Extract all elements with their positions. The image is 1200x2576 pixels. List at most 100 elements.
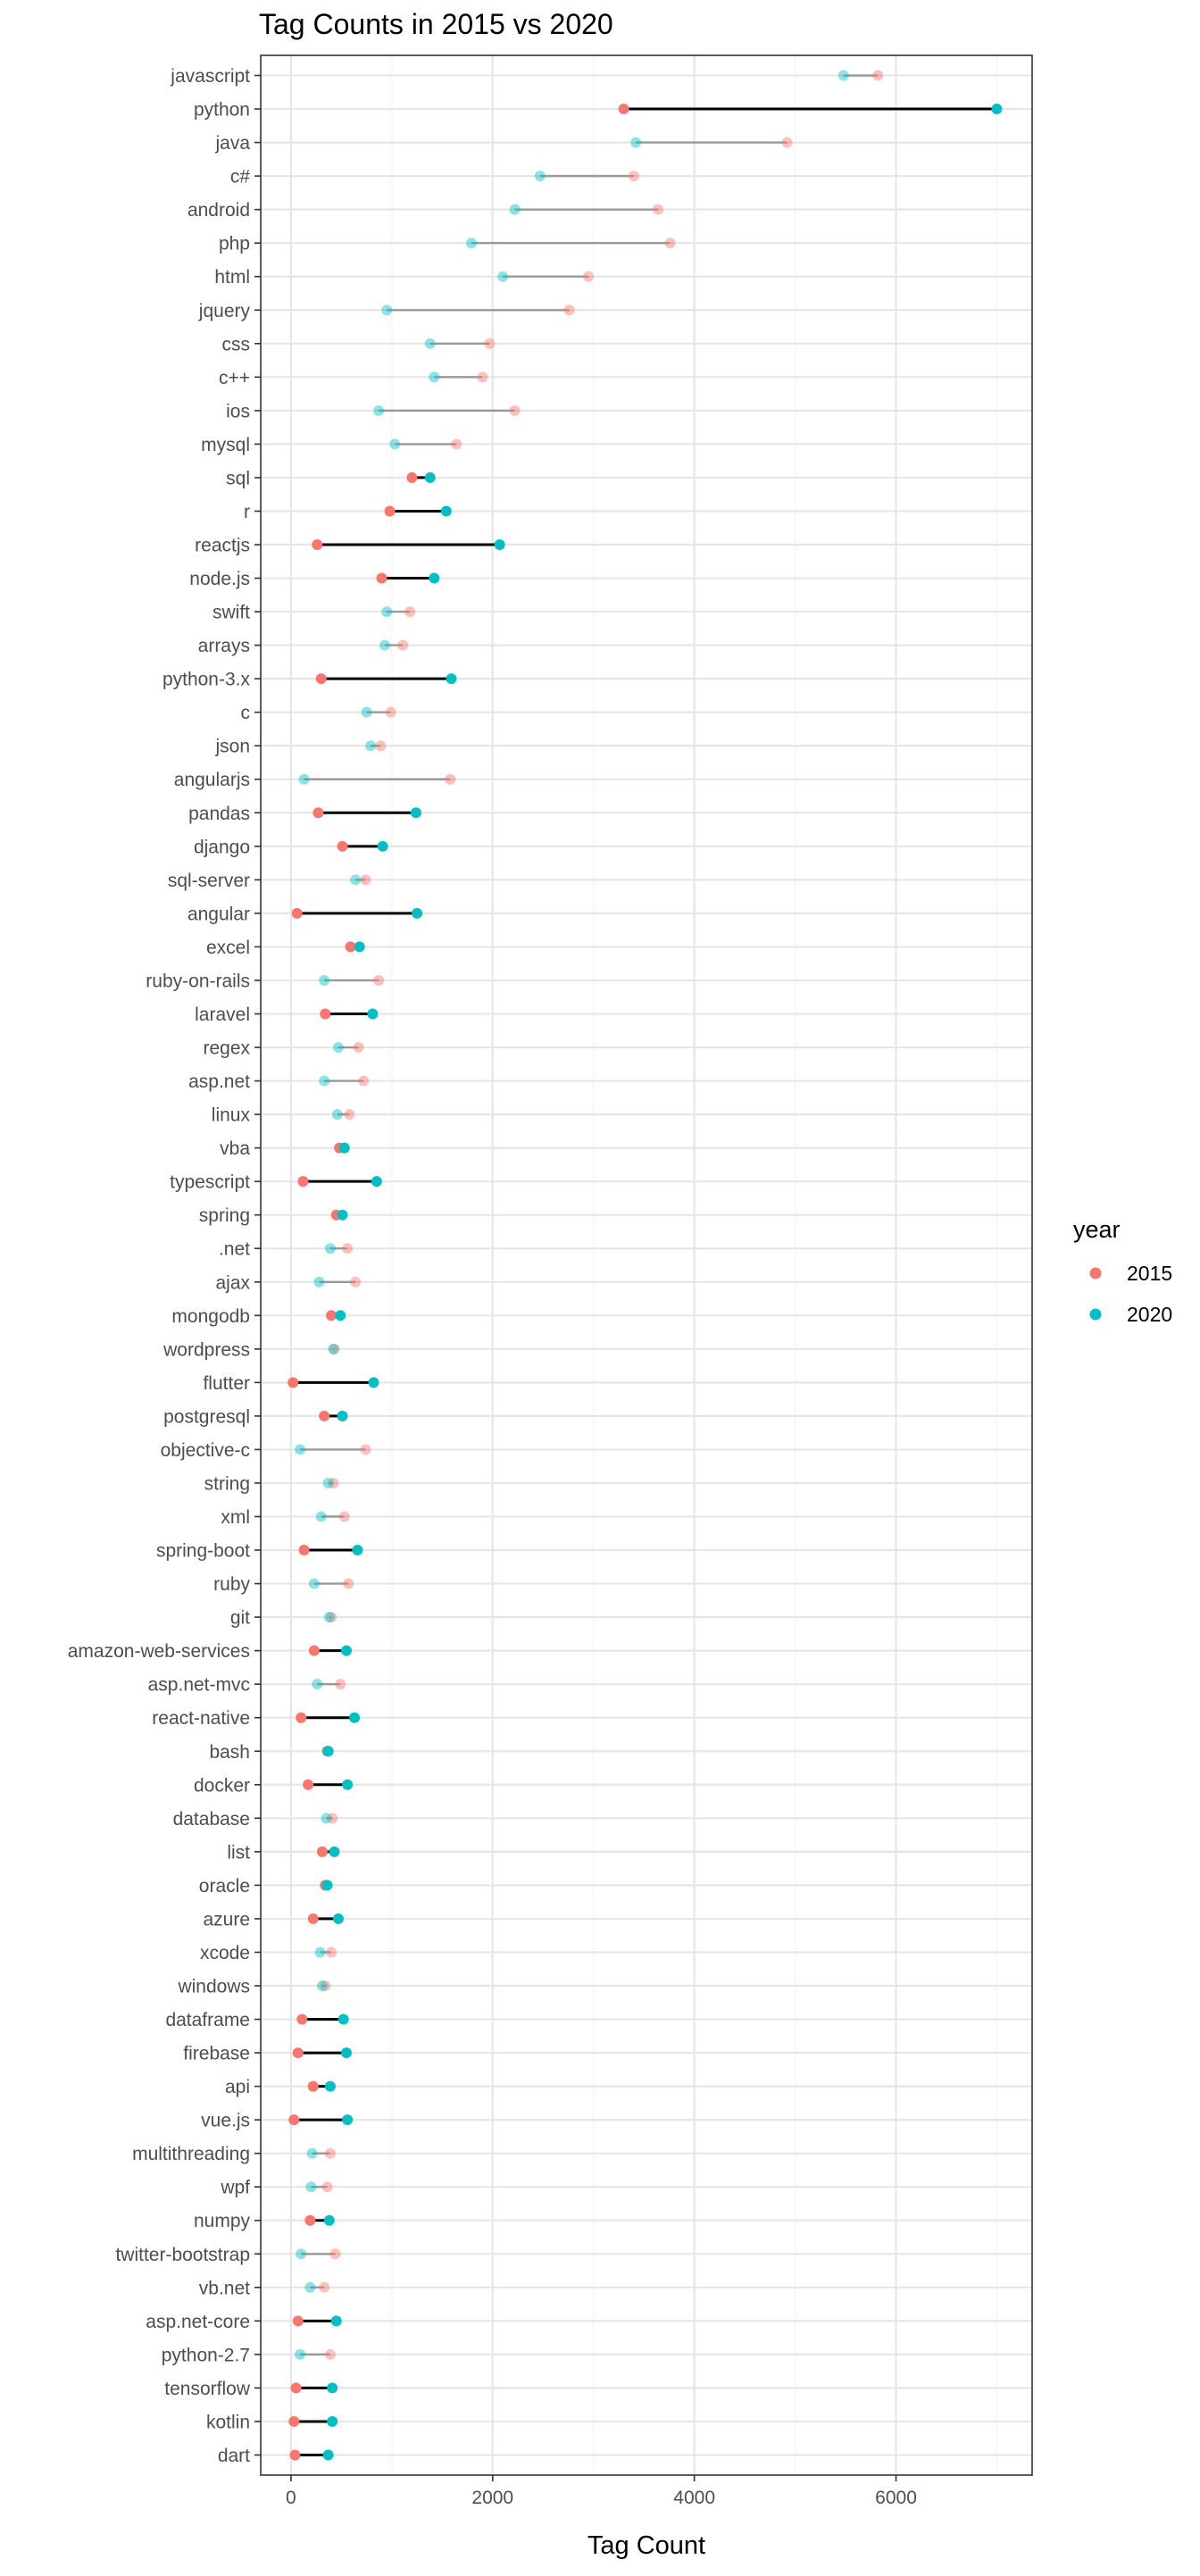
x-axis-title: Tag Count xyxy=(588,2531,705,2560)
y-tick-label-sql-server: sql-server xyxy=(168,871,250,891)
point-2015-json xyxy=(375,740,387,752)
point-2020-reactjs xyxy=(494,539,505,551)
point-2020-sql-server xyxy=(350,874,362,886)
point-2015-angular xyxy=(291,907,303,919)
point-2020-ajax xyxy=(313,1276,325,1288)
y-tick-label-php: php xyxy=(219,234,250,254)
y-tick-label-ruby-on-rails: ruby-on-rails xyxy=(146,971,250,991)
y-tick-label-ios: ios xyxy=(226,401,250,421)
legend-key-2015 xyxy=(1089,1267,1102,1280)
y-tick-label-sql: sql xyxy=(226,468,250,488)
y-tick-label-firebase: firebase xyxy=(183,2044,250,2064)
point-2020-asp-net-core xyxy=(330,2315,342,2327)
grid-layer xyxy=(261,55,1032,2475)
point-2020-ruby-on-rails xyxy=(319,974,330,986)
y-tick-label-angular: angular xyxy=(188,904,250,924)
y-tick-label-vb-net: vb.net xyxy=(199,2278,250,2298)
point-2015-ajax xyxy=(350,1276,362,1288)
point-2015-ruby-on-rails xyxy=(373,974,385,986)
point-2015-api xyxy=(307,2080,319,2092)
point-2020-git xyxy=(323,1612,335,1623)
point-2015-net xyxy=(342,1243,354,1255)
point-2020-node-js xyxy=(429,572,440,584)
point-2015-jquery xyxy=(563,304,575,316)
legend-label-2020: 2020 xyxy=(1127,1303,1172,1326)
y-tick-label-c: c xyxy=(241,703,251,723)
point-2015-sql-server xyxy=(360,874,371,886)
point-2015-azure xyxy=(307,1913,319,1924)
y-tick-label-bash: bash xyxy=(209,1742,250,1763)
point-2020-vba xyxy=(338,1142,350,1154)
y-tick-label-typescript: typescript xyxy=(170,1172,250,1193)
point-2020-database xyxy=(321,1813,332,1824)
point-2015-firebase xyxy=(292,2047,304,2059)
point-2015-reactjs xyxy=(312,539,323,551)
point-2020-net xyxy=(324,1243,336,1255)
x-tick-label-4000: 4000 xyxy=(673,2488,715,2508)
point-2020-angularjs xyxy=(298,773,310,785)
y-tick-label-css: css xyxy=(222,334,251,354)
point-2015-regex xyxy=(353,1042,364,1054)
point-2020-dataframe xyxy=(338,2013,349,2025)
point-2020-dart xyxy=(322,2449,334,2461)
y-tick-label-windows: windows xyxy=(177,1976,250,1997)
point-2020-api xyxy=(324,2080,336,2092)
point-2015-numpy xyxy=(304,2214,316,2226)
point-2020-angular xyxy=(412,907,423,919)
point-2020-typescript xyxy=(371,1176,382,1188)
y-tick-label-spring: spring xyxy=(199,1205,250,1226)
point-2015-mysql xyxy=(451,438,462,450)
point-2015-django xyxy=(337,840,348,852)
point-2015-string xyxy=(328,1477,339,1488)
legend-label-2015: 2015 xyxy=(1127,1262,1172,1285)
point-2020-windows xyxy=(316,1980,328,1991)
point-2015-database xyxy=(327,1813,338,1824)
point-2020-postgresql xyxy=(337,1410,348,1421)
point-2020-android xyxy=(509,204,521,215)
point-2015-swift xyxy=(404,606,416,618)
point-2015-tensorflow xyxy=(290,2382,302,2394)
point-2020-css xyxy=(424,338,436,349)
y-tick-label-xcode: xcode xyxy=(200,1943,250,1963)
point-2020-objective-c xyxy=(295,1444,306,1455)
x-axis: 0 2000 4000 6000 xyxy=(286,2475,917,2508)
point-2020-docker xyxy=(342,1779,354,1790)
point-2015-asp-net xyxy=(358,1075,370,1087)
point-2020-cplusplus xyxy=(429,371,440,383)
y-tick-label-api: api xyxy=(225,2077,250,2097)
y-tick-label-git: git xyxy=(230,1608,250,1629)
point-2015-sql xyxy=(406,471,418,483)
y-tick-label-oracle: oracle xyxy=(199,1876,250,1897)
y-tick-label-json: json xyxy=(214,737,250,757)
y-tick-label-react-native: react-native xyxy=(152,1708,250,1729)
point-2015-mongodb xyxy=(326,1310,338,1321)
point-2020-azure xyxy=(332,1913,344,1924)
point-2020-ruby xyxy=(308,1578,320,1589)
point-2015-html xyxy=(583,271,595,282)
point-2020-twitter-bootstrap xyxy=(296,2248,307,2260)
y-tick-label-twitter-bootstrap: twitter-bootstrap xyxy=(115,2245,250,2265)
point-2020-firebase xyxy=(341,2047,352,2059)
point-2020-spring-boot xyxy=(352,1545,363,1556)
point-2015-objective-c xyxy=(360,1444,371,1455)
point-2020-swift xyxy=(381,606,393,618)
point-2015-c xyxy=(385,706,396,718)
point-2015-r xyxy=(384,505,396,517)
y-tick-label-android: android xyxy=(188,200,250,221)
y-tick-label-mysql: mysql xyxy=(201,435,250,455)
y-tick-label-wpf: wpf xyxy=(220,2178,250,2198)
point-2015-vue-js xyxy=(288,2114,300,2126)
segments-layer xyxy=(293,74,997,2456)
point-2020-oracle xyxy=(321,1880,333,1891)
y-tick-label-flutter: flutter xyxy=(203,1373,250,1394)
point-2020-xcode xyxy=(314,1947,326,1958)
y-tick-label-asp-net: asp.net xyxy=(188,1071,250,1092)
point-2020-r xyxy=(440,505,452,517)
y-tick-label-numpy: numpy xyxy=(194,2211,251,2231)
point-2020-vue-js xyxy=(342,2114,354,2126)
y-tick-label-spring-boot: spring-boot xyxy=(156,1541,250,1562)
point-2020-react-native xyxy=(349,1712,361,1723)
x-tick-label-6000: 6000 xyxy=(875,2488,917,2508)
point-2015-excel xyxy=(345,941,356,953)
